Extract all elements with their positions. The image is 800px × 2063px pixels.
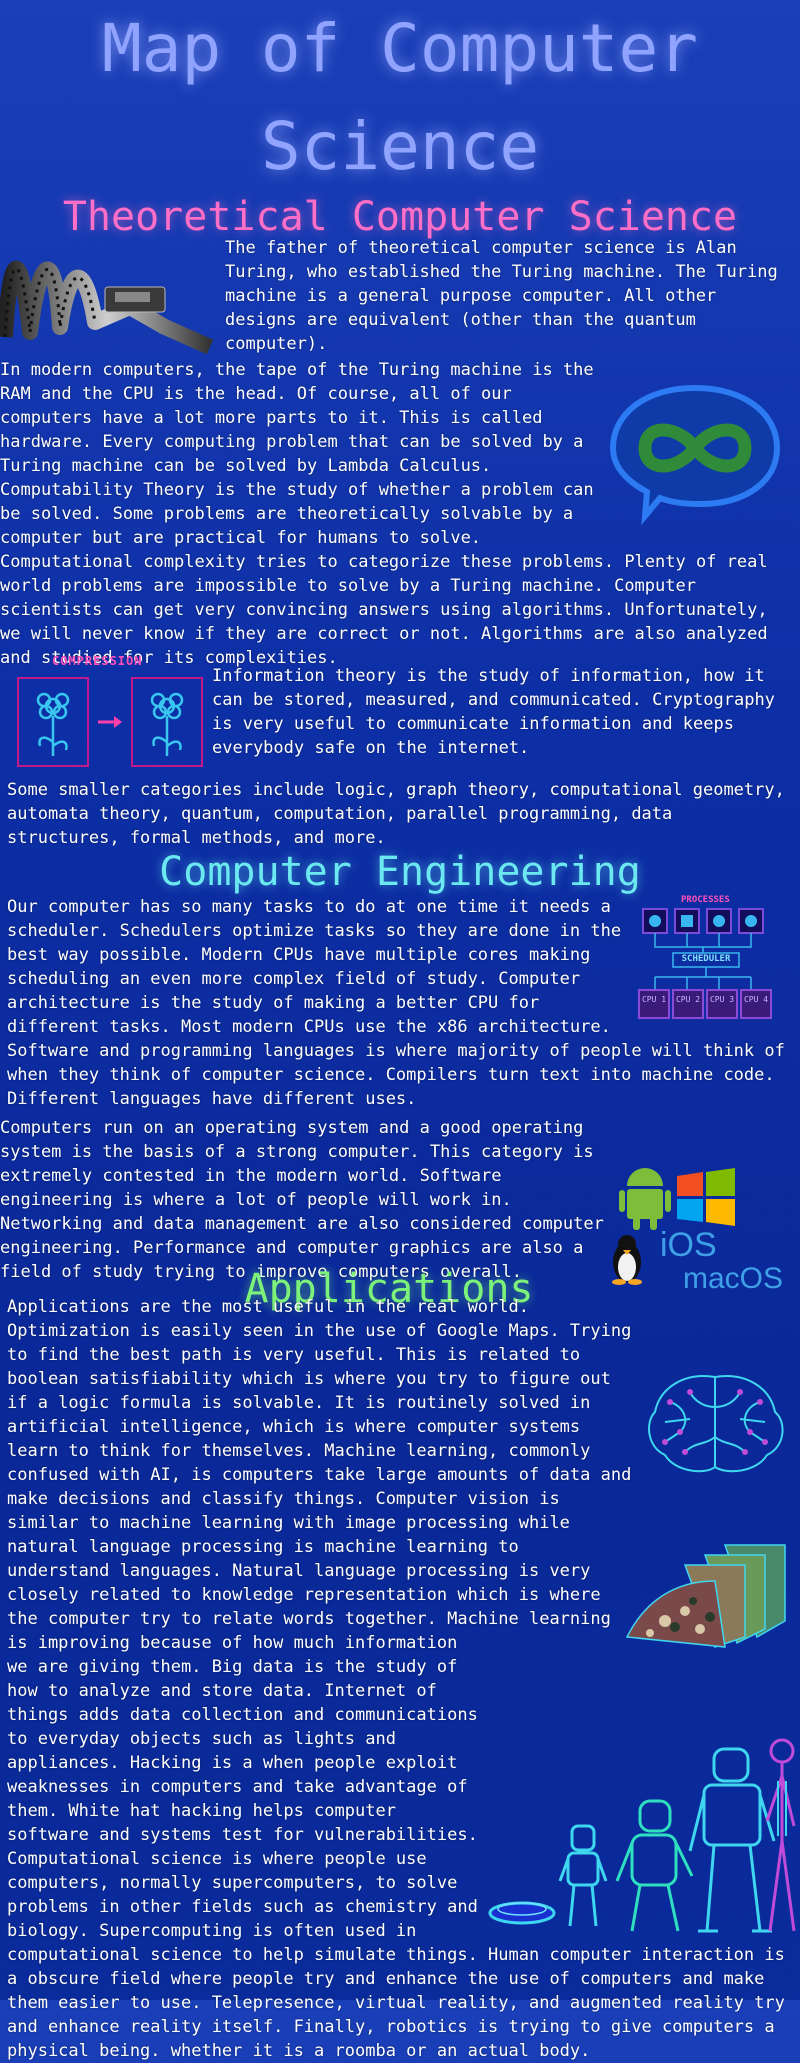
cpu-3-label: CPU 3	[709, 995, 735, 1004]
cpu-1-label: CPU 1	[641, 995, 667, 1004]
humanoid-robot-icon	[615, 1799, 694, 1932]
smaller-categories-paragraph: Some smaller categories include logic, g…	[7, 780, 785, 848]
robot-evolution-illustration	[482, 1731, 797, 1941]
linux-tux-icon	[612, 1235, 642, 1285]
engineering-scheduler-block: Our computer has so many tasks to do at …	[7, 895, 797, 1111]
applications-heading: Applications	[244, 1266, 534, 1312]
cpu-2-label: CPU 2	[675, 995, 701, 1004]
macos-label: macOS	[683, 1262, 784, 1295]
theoretical-complexity-paragraph: In modern computers, the tape of the Tur…	[0, 360, 768, 668]
page-title: Map of Computer Science	[101, 10, 699, 185]
small-robot-icon	[558, 1824, 608, 1927]
engineering-os-block: iOS macOS Computers run on an operating …	[0, 1116, 790, 1295]
theoretical-intro-paragraph: The father of theoretical computer scien…	[225, 238, 778, 354]
applications-block: Applications are the most useful in the …	[7, 1295, 797, 2063]
mech-robot-icon	[688, 1747, 776, 1933]
information-theory-paragraph: Information theory is the study of infor…	[212, 666, 775, 758]
scheduler-label: SCHEDULER	[681, 954, 731, 964]
scheduler-paragraph: Our computer has so many tasks to do at …	[7, 897, 785, 1109]
theoretical-main-block: In modern computers, the tape of the Tur…	[0, 358, 790, 670]
compression-label: COMPRESSION	[52, 654, 143, 668]
android-humanoid-icon	[765, 1738, 796, 1932]
turing-tape-image	[0, 232, 215, 357]
processes-label: PROCESSES	[681, 895, 730, 905]
theoretical-cs-heading: Theoretical Computer Science	[62, 194, 738, 240]
computer-engineering-heading: Computer Engineering	[159, 849, 641, 895]
image-layers-icon	[625, 1541, 797, 1651]
ios-label: iOS	[660, 1226, 717, 1264]
brain-circuit-icon	[635, 1367, 797, 1489]
android-icon	[619, 1168, 671, 1230]
infinity-speech-bubble-icon	[605, 376, 790, 531]
scheduler-diagram: PROCESSES SCHEDULER CPU 1 CPU 2 CPU 3 CP…	[633, 895, 783, 1030]
compression-illustration: COMPRESSION	[10, 654, 210, 772]
roomba-icon	[488, 1901, 556, 1925]
operating-system-paragraph: Computers run on an operating system and…	[0, 1118, 604, 1282]
cpu-4-label: CPU 4	[743, 995, 769, 1004]
windows-icon	[677, 1168, 735, 1226]
os-logos: iOS macOS	[605, 1164, 790, 1295]
